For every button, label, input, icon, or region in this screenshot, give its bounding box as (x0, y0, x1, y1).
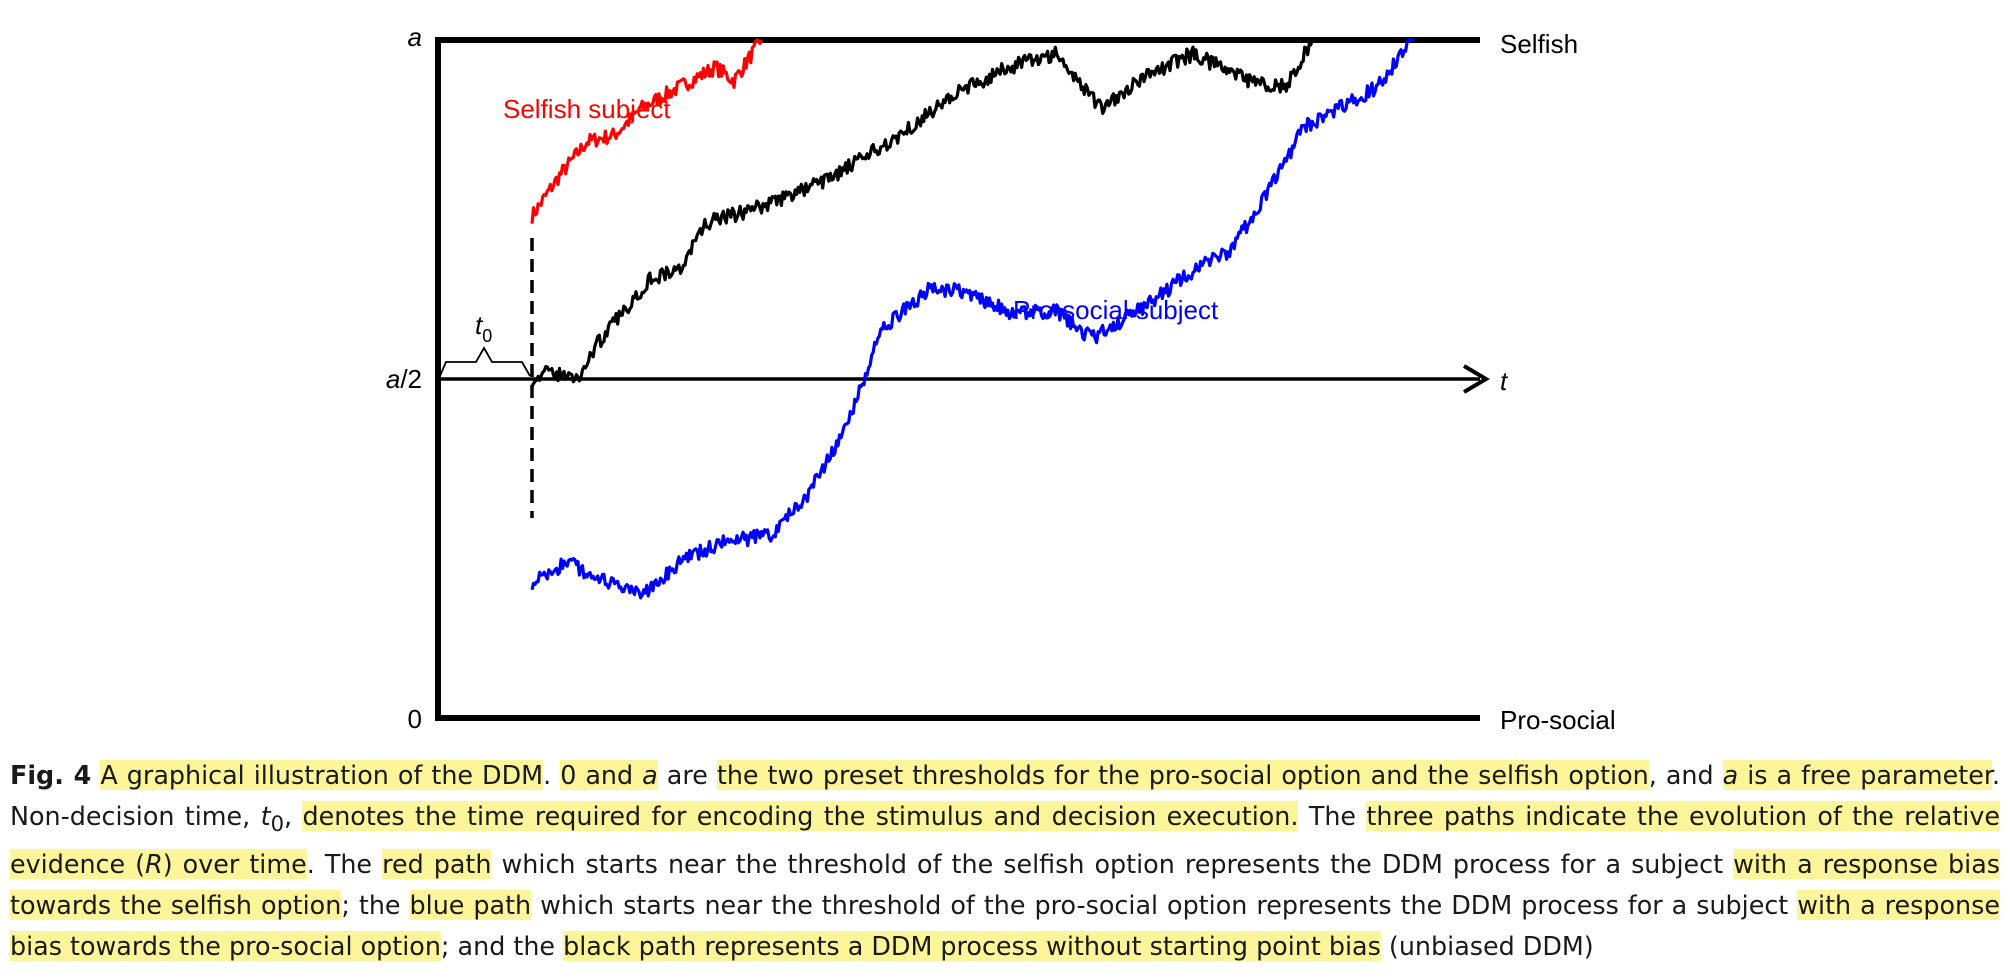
caption-text: which starts near the threshold of the p… (531, 890, 1798, 921)
caption-highlight: black path represents a DDM process with… (563, 931, 1381, 962)
time-axis-label: t (1500, 366, 1509, 396)
caption-text: . Non-decision time, t0, (10, 760, 2001, 837)
caption-text: ; and the (440, 931, 564, 962)
caption-highlight: 0 and a (560, 760, 658, 790)
y-tick-zero: 0 (408, 704, 422, 734)
caption-text: , and (1648, 760, 1723, 790)
caption-text: . (543, 760, 552, 790)
caption-highlight: blue path (409, 890, 532, 921)
caption-text: are (657, 760, 717, 790)
evidence-paths (530, 38, 1414, 600)
prosocial-subject-path (530, 38, 1414, 600)
caption-highlight: A graphical illustration of the DDM (100, 760, 544, 790)
caption-text: ; the (341, 890, 410, 921)
ddm-chart: a a/2 0 Selfish Pro-social t t0 Selfish … (386, 22, 1616, 735)
non-decision-brace (439, 346, 531, 377)
caption-highlight: red path (382, 849, 492, 880)
time-axis-arrowhead (1462, 364, 1490, 394)
caption-text: . The (306, 849, 383, 880)
caption-text: The (1298, 801, 1367, 831)
non-decision-time-label: t0 (475, 310, 492, 346)
selfish-threshold-label: Selfish (1500, 29, 1578, 59)
caption-highlight: denotes the time required for encoding t… (302, 801, 1299, 831)
caption-text: which starts near the threshold of the s… (491, 849, 1734, 880)
y-tick-a-half: a/2 (386, 364, 422, 394)
prosocial-subject-label: Pro-social subject (1013, 295, 1219, 325)
selfish-subject-label: Selfish subject (503, 94, 671, 124)
selfish-subject-path (530, 38, 763, 224)
caption-highlight: a is a free parameter (1722, 760, 1992, 790)
figure-caption: Fig. 4 A graphical illustration of the D… (10, 755, 2000, 967)
caption-highlight: the two preset thresholds for the pro-so… (716, 760, 1649, 790)
unbiased-path (530, 39, 1314, 388)
y-tick-a: a (408, 22, 422, 52)
prosocial-threshold-label: Pro-social (1500, 705, 1616, 735)
caption-text: (unbiased DDM) (1380, 931, 1594, 962)
figure: a a/2 0 Selfish Pro-social t t0 Selfish … (386, 22, 1616, 735)
figure-number: Fig. 4 (10, 760, 92, 790)
